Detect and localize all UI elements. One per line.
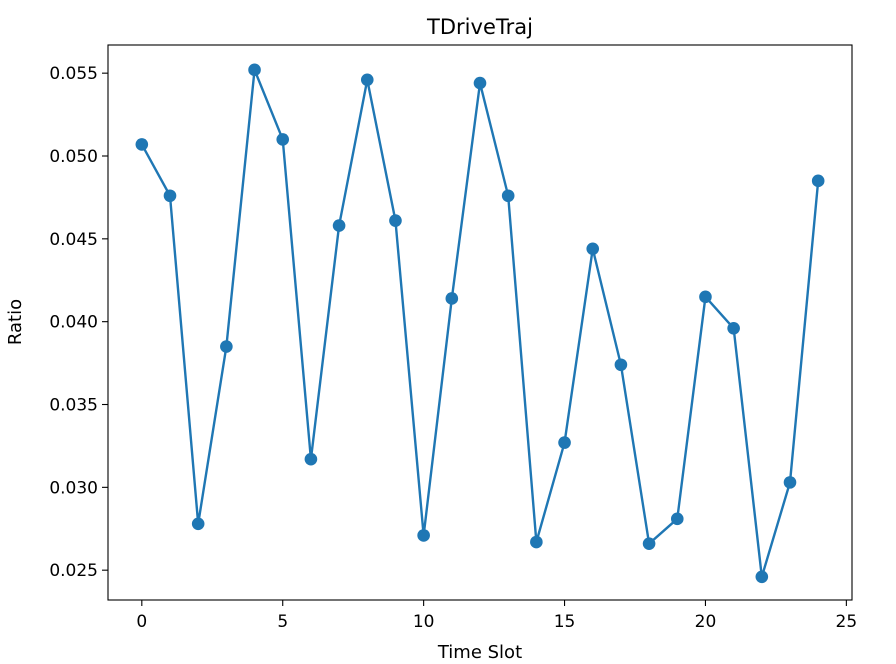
x-axis-label: Time Slot (437, 642, 522, 663)
data-point (699, 290, 712, 304)
data-point (727, 321, 740, 335)
data-point (670, 512, 684, 526)
y-tick-label: 0.050 (49, 147, 98, 167)
data-point (642, 537, 656, 550)
data-point (811, 174, 825, 188)
data-point (304, 452, 318, 466)
plot-area-frame (107, 44, 853, 601)
series-layer (135, 63, 825, 584)
data-point (501, 189, 515, 203)
y-axis-ticks: 0.025 0.030 0.035 0.040 0.045 0.050 0.055 (49, 64, 108, 581)
x-tick-label: 25 (836, 612, 858, 632)
data-point (220, 340, 233, 353)
data-point (558, 436, 571, 449)
data-point (445, 292, 459, 305)
y-tick-label: 0.040 (49, 313, 98, 333)
y-tick-label: 0.025 (49, 561, 98, 581)
y-axis-label: Ratio (5, 299, 26, 345)
data-point (163, 189, 177, 203)
data-point (248, 63, 261, 77)
data-point (191, 517, 205, 531)
data-point (755, 570, 769, 584)
y-tick-label: 0.035 (49, 396, 98, 416)
y-tick-label: 0.030 (49, 478, 98, 498)
data-point (360, 73, 374, 87)
chart-title: TDriveTraj (426, 15, 533, 39)
x-tick-label: 10 (413, 612, 435, 632)
y-tick-label: 0.055 (49, 64, 98, 84)
data-point (332, 219, 346, 232)
x-tick-label: 0 (136, 612, 147, 632)
x-tick-label: 15 (554, 612, 576, 632)
data-point (135, 138, 149, 151)
data-point (530, 535, 543, 549)
data-point (417, 529, 430, 542)
data-point (473, 76, 487, 90)
x-tick-label: 5 (277, 612, 288, 632)
data-point (586, 242, 600, 256)
data-point (389, 214, 402, 227)
data-point (614, 358, 628, 372)
x-tick-label: 20 (695, 612, 717, 632)
data-point (276, 133, 290, 146)
data-point (783, 476, 797, 489)
y-tick-label: 0.045 (49, 230, 98, 250)
x-axis-ticks: 0 5 10 15 20 25 (136, 600, 857, 632)
